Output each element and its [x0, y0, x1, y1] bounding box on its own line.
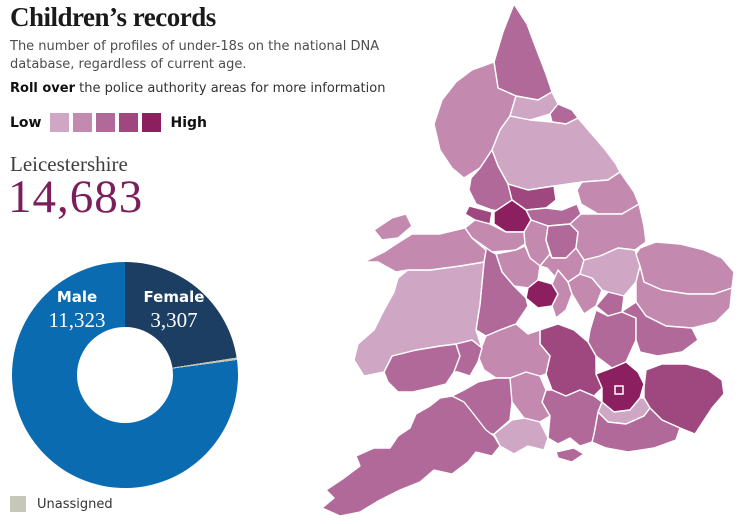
- scale-swatch-3: [96, 113, 116, 132]
- scale-low-label: Low: [10, 114, 42, 131]
- page-title: Children’s records: [10, 2, 216, 32]
- selected-area-total: 14,683: [8, 171, 144, 223]
- map-region-devon-and-cornwall[interactable]: [321, 395, 501, 517]
- map-region-anglesey[interactable]: [373, 213, 413, 241]
- map-region-hampshire[interactable]: [541, 389, 603, 447]
- female-value: 3,307: [150, 307, 198, 332]
- map-region-essex[interactable]: [621, 301, 699, 357]
- male-label: Male: [56, 288, 98, 306]
- unassigned-label: Unassigned: [37, 496, 113, 512]
- map-region-warwickshire[interactable]: [551, 269, 573, 319]
- map-region-dyfed-powys[interactable]: [353, 261, 485, 377]
- map-region-wiltshire[interactable]: [505, 371, 551, 423]
- selected-area-name: Leicestershire: [10, 152, 128, 176]
- map-region-sussex[interactable]: [591, 407, 681, 453]
- scale-swatch-2: [73, 113, 93, 132]
- map-region-northumbria[interactable]: [493, 3, 553, 101]
- scale-swatch-4: [119, 113, 139, 132]
- map-region-dorset[interactable]: [493, 417, 549, 455]
- map-region-north-yorkshire[interactable]: [491, 115, 621, 191]
- city-of-london-marker[interactable]: [614, 385, 624, 395]
- rollover-instruction-rest: the police authority areas for more info…: [75, 81, 386, 96]
- female-label: Female: [143, 288, 205, 306]
- male-female-donut-chart: Male 11,323 Female 3,307: [12, 262, 238, 488]
- map-region-isle-of-wight[interactable]: [555, 447, 585, 463]
- unassigned-legend: Unassigned: [10, 496, 113, 512]
- male-value: 11,323: [48, 307, 106, 332]
- map-region-cambridgeshire[interactable]: [579, 247, 641, 297]
- scale-swatch-5: [142, 113, 162, 132]
- donut-female-label-group: Female 3,307: [126, 288, 222, 333]
- rollover-instruction: Roll over the police authority areas for…: [10, 81, 385, 96]
- donut-hole: [77, 327, 173, 423]
- donut-male-label-group: Male 11,323: [29, 288, 125, 333]
- scale-swatch-1: [50, 113, 70, 132]
- unassigned-swatch: [10, 496, 26, 512]
- rollover-instruction-bold: Roll over: [10, 81, 76, 96]
- scale-swatches: [50, 113, 162, 132]
- choropleth-scale-legend: Low High: [10, 113, 207, 132]
- scale-high-label: High: [170, 114, 207, 131]
- map-region-north-wales[interactable]: [363, 227, 487, 273]
- england-wales-map: [321, 3, 735, 517]
- subtitle: The number of profiles of under-18s on t…: [10, 39, 380, 73]
